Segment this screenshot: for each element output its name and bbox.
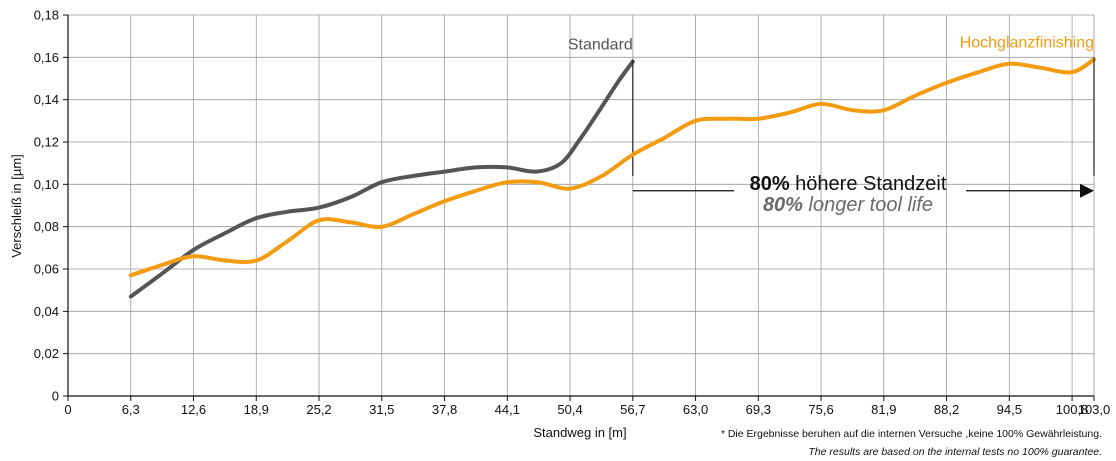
y-tick-label: 0,12: [34, 135, 59, 150]
footnote-german: * Die Ergebnisse beruhen auf die interne…: [721, 428, 1102, 440]
x-tick-label: 100,8: [1056, 402, 1089, 417]
series-lines: Standard Hochglanzfinishing: [128, 34, 1096, 299]
annotation-percent: 80%: [763, 194, 803, 216]
y-tick-label: 0,04: [34, 304, 59, 319]
grid: [67, 14, 1095, 397]
y-tick-labels: 0 0,02 0,04 0,06 0,08 0,10 0,12 0,14 0,16 0,18: [34, 8, 59, 404]
series-label-standard: Standard: [568, 37, 633, 54]
axes: [63, 14, 1095, 401]
annotation-percent: 80%: [750, 173, 790, 195]
x-tick-label: 94,5: [997, 402, 1022, 417]
series-line-standard: [128, 59, 635, 299]
x-tick-label: 69,3: [746, 402, 771, 417]
x-tick-label: 12,6: [181, 402, 206, 417]
x-tick-label: 6,3: [122, 402, 140, 417]
x-tick-label: 88,2: [934, 402, 959, 417]
x-axis-title: Standweg in [m]: [533, 425, 626, 440]
annotation-line-2: 80% longer tool life: [763, 194, 933, 216]
x-tick-label: 25,2: [306, 402, 331, 417]
y-tick-label: 0,14: [34, 92, 59, 107]
x-tick-label: 18,9: [244, 402, 269, 417]
y-tick-label: 0,02: [34, 346, 59, 361]
x-tick-label: 103,0: [1078, 402, 1111, 417]
x-tick-label: 44,1: [495, 402, 520, 417]
x-tick-label: 81,9: [871, 402, 896, 417]
y-axis-title: Verschleiß in [µm]: [9, 154, 24, 258]
y-tick-label: 0: [52, 389, 59, 404]
y-tick-label: 0,18: [34, 8, 59, 23]
x-tick-label: 56,7: [620, 402, 645, 417]
x-tick-label: 50,4: [557, 402, 582, 417]
series-label-hochglanzfinishing: Hochglanzfinishing: [960, 34, 1094, 51]
y-tick-label: 0,10: [34, 177, 59, 192]
annotation-line-1: 80% höhere Standzeit: [750, 173, 947, 195]
y-tick-label: 0,08: [34, 219, 59, 234]
x-tick-labels: 0 6,3 12,6 18,9 25,2 31,5 37,8 44,1 50,4 56,7 63,0…: [64, 402, 1110, 417]
x-tick-label: 37,8: [432, 402, 457, 417]
y-tick-label: 0,16: [34, 50, 59, 65]
x-tick-label: 31,5: [369, 402, 394, 417]
footnote-english: The results are based on the internal te…: [808, 446, 1102, 458]
annotation-text-en: longer tool life: [803, 194, 933, 216]
x-tick-label: 63,0: [683, 402, 708, 417]
annotation-text-de: höhere Standzeit: [790, 173, 947, 195]
x-tick-label: 0: [64, 402, 71, 417]
y-tick-label: 0,06: [34, 262, 59, 277]
annotation-arrowhead: [1080, 183, 1094, 198]
series-line-hochglanzfinishing: [128, 57, 1096, 278]
x-tick-label: 75,6: [808, 402, 833, 417]
